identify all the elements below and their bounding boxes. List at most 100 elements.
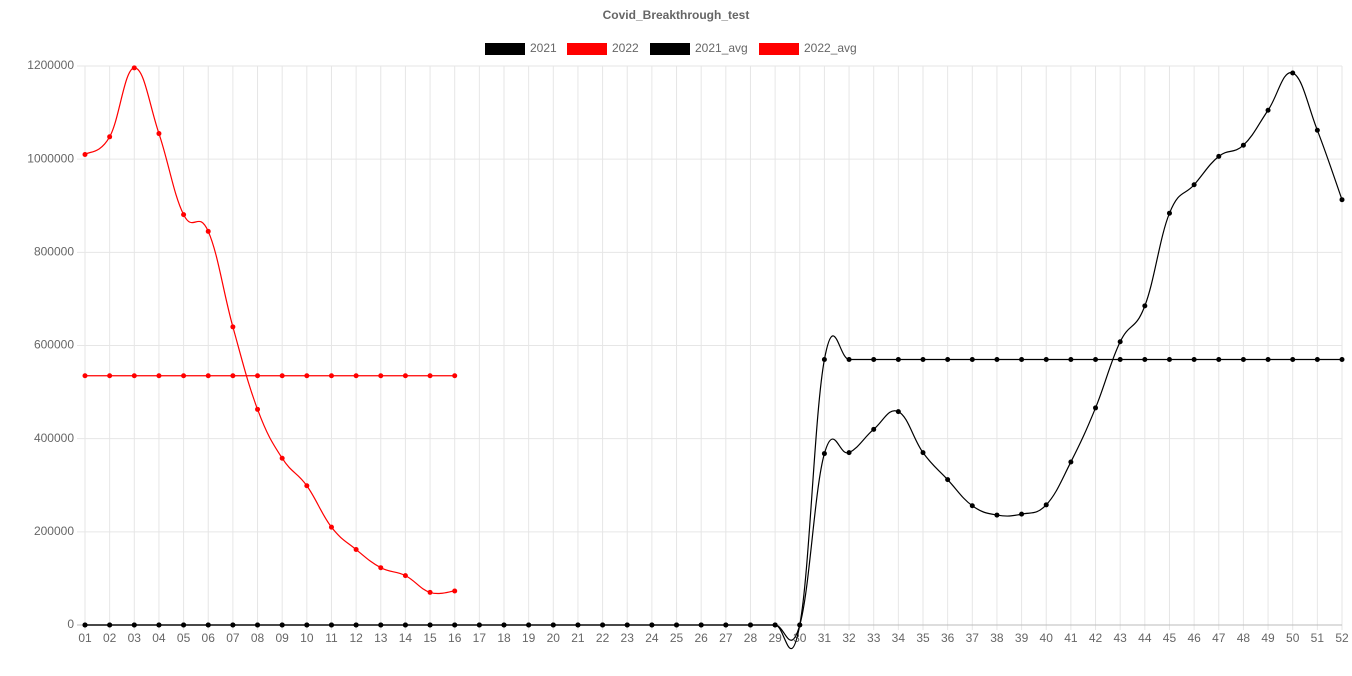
series-line — [85, 72, 1343, 641]
data-point — [427, 373, 433, 379]
x-tick-label: 39 — [1015, 631, 1029, 645]
x-tick-label: 01 — [78, 631, 92, 645]
x-tick-label: 40 — [1040, 631, 1054, 645]
data-point — [550, 622, 556, 628]
data-point — [476, 622, 482, 628]
x-tick-label: 06 — [202, 631, 216, 645]
data-point — [279, 455, 285, 461]
y-tick-label: 600000 — [34, 338, 74, 352]
legend-label: 2021 — [530, 41, 557, 55]
data-point — [378, 565, 384, 571]
data-point — [107, 622, 113, 628]
data-point — [279, 373, 285, 379]
x-tick-label: 22 — [596, 631, 610, 645]
data-point — [1265, 107, 1271, 113]
x-tick-label: 32 — [842, 631, 856, 645]
data-point — [255, 622, 261, 628]
data-point — [82, 373, 88, 379]
data-point — [1019, 511, 1025, 517]
x-tick-label: 34 — [892, 631, 906, 645]
data-point — [131, 65, 137, 71]
data-point — [328, 373, 334, 379]
data-point — [1166, 210, 1172, 216]
data-point — [1339, 356, 1345, 362]
y-tick-label: 800000 — [34, 245, 74, 259]
data-point — [1043, 502, 1049, 508]
data-point — [600, 622, 606, 628]
data-point — [747, 622, 753, 628]
data-point — [131, 373, 137, 379]
data-point — [205, 622, 211, 628]
data-point — [1068, 356, 1074, 362]
data-point — [1166, 356, 1172, 362]
y-tick-label: 0 — [67, 617, 74, 631]
data-point — [1216, 153, 1222, 159]
x-tick-label: 12 — [349, 631, 363, 645]
data-point — [328, 524, 334, 530]
chart-title: Covid_Breakthrough_test — [603, 8, 750, 22]
data-point — [181, 373, 187, 379]
x-tick-label: 49 — [1261, 631, 1275, 645]
data-point — [920, 356, 926, 362]
x-tick-label: 25 — [670, 631, 684, 645]
x-tick-label: 18 — [497, 631, 511, 645]
data-point — [994, 512, 1000, 518]
x-tick-label: 15 — [423, 631, 437, 645]
x-tick-label: 45 — [1163, 631, 1177, 645]
legend-swatch — [485, 43, 525, 55]
data-point — [920, 450, 926, 456]
y-tick-label: 200000 — [34, 524, 74, 538]
x-tick-label: 35 — [916, 631, 930, 645]
data-point — [526, 622, 532, 628]
data-point — [969, 503, 975, 509]
data-point — [871, 356, 877, 362]
data-point — [82, 152, 88, 158]
x-tick-label: 52 — [1335, 631, 1349, 645]
data-point — [871, 426, 877, 432]
data-point — [674, 622, 680, 628]
x-tick-label: 27 — [719, 631, 733, 645]
legend-label: 2021_avg — [695, 41, 748, 55]
x-tick-label: 26 — [694, 631, 708, 645]
x-tick-label: 42 — [1089, 631, 1103, 645]
data-point — [723, 622, 729, 628]
data-point — [402, 622, 408, 628]
data-point — [698, 622, 704, 628]
data-point — [969, 356, 975, 362]
data-point — [107, 134, 113, 140]
data-point — [82, 622, 88, 628]
data-point — [821, 356, 827, 362]
data-point — [328, 622, 334, 628]
data-point — [304, 483, 310, 489]
x-tick-label: 31 — [818, 631, 832, 645]
data-point — [181, 212, 187, 218]
x-tick-label: 37 — [966, 631, 980, 645]
legend-label: 2022_avg — [804, 41, 857, 55]
series-line — [84, 67, 455, 595]
data-point — [501, 622, 507, 628]
data-point — [230, 324, 236, 330]
data-point — [427, 589, 433, 595]
data-point — [205, 373, 211, 379]
data-point — [304, 622, 310, 628]
data-point — [797, 622, 803, 628]
data-point — [255, 406, 261, 412]
data-point — [452, 622, 458, 628]
x-tick-label: 51 — [1311, 631, 1325, 645]
data-point — [1290, 356, 1296, 362]
data-point — [402, 573, 408, 579]
data-point — [895, 409, 901, 415]
x-tick-label: 33 — [867, 631, 881, 645]
data-point — [378, 622, 384, 628]
data-point — [895, 356, 901, 362]
data-point — [649, 622, 655, 628]
y-tick-label: 400000 — [34, 431, 74, 445]
x-tick-label: 17 — [473, 631, 487, 645]
data-point — [452, 588, 458, 594]
data-point — [378, 373, 384, 379]
data-point — [1142, 303, 1148, 309]
data-point — [402, 373, 408, 379]
data-point — [1240, 356, 1246, 362]
data-point — [1191, 182, 1197, 188]
data-point — [1093, 405, 1099, 411]
